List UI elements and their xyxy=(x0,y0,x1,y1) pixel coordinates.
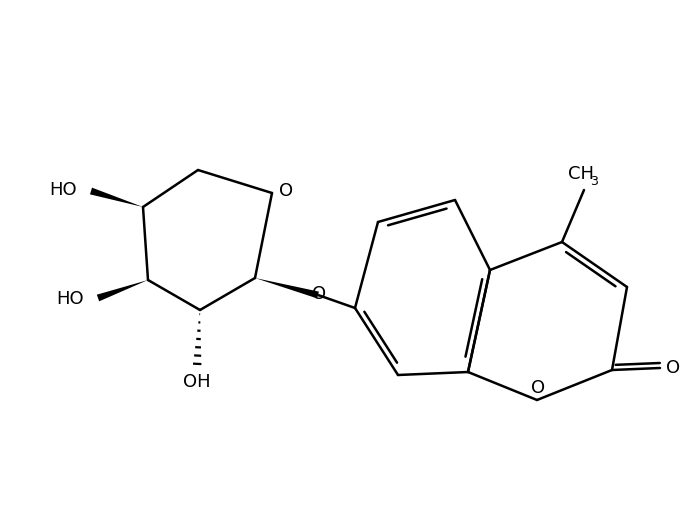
Text: OH: OH xyxy=(183,373,211,391)
Polygon shape xyxy=(97,280,148,301)
Text: O: O xyxy=(666,359,680,377)
Text: HO: HO xyxy=(56,290,84,308)
Text: HO: HO xyxy=(49,181,77,199)
Text: O: O xyxy=(279,182,293,200)
Text: 3: 3 xyxy=(590,175,598,188)
Text: CH: CH xyxy=(568,165,594,183)
Text: O: O xyxy=(312,285,326,303)
Text: O: O xyxy=(531,379,545,397)
Polygon shape xyxy=(90,188,143,207)
Polygon shape xyxy=(255,278,319,298)
